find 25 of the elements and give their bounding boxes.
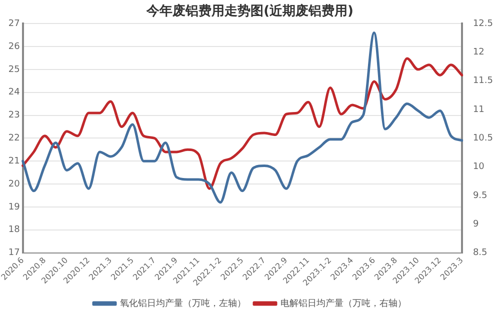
line-series bbox=[22, 32, 464, 204]
line-series bbox=[22, 57, 464, 190]
legend-label: 氧化铝日均产量（万吨，左轴） bbox=[120, 298, 246, 309]
y-tick-label: 17 bbox=[8, 248, 20, 258]
y-tick-label: 21 bbox=[8, 156, 20, 166]
y2-tick-label: 10.5 bbox=[472, 134, 494, 144]
y2-tick-label: 12.5 bbox=[472, 18, 494, 29]
y-tick-label: 24 bbox=[8, 88, 20, 98]
y-tick-label: 27 bbox=[8, 18, 20, 29]
y2-tick-label: 12 bbox=[472, 48, 484, 58]
y2-tick-label: 9.5 bbox=[472, 190, 488, 201]
y2-tick-label: 11.5 bbox=[472, 76, 494, 86]
y2-tick-label: 8.5 bbox=[472, 248, 488, 258]
y-tick-label: 25 bbox=[8, 64, 20, 75]
y-tick-label: 26 bbox=[8, 42, 20, 52]
y-tick-label: 18 bbox=[8, 225, 20, 236]
y-tick-label: 20 bbox=[8, 179, 20, 190]
y-tick-label: 23 bbox=[8, 110, 20, 121]
y2-tick-label: 9 bbox=[472, 219, 479, 230]
y-tick-label: 19 bbox=[8, 202, 20, 212]
legend-label: 电解铝日均产量（万吨，右轴） bbox=[280, 298, 406, 309]
chart-title: 今年废铝费用走势图(近期废铝费用) bbox=[146, 3, 354, 20]
y-tick-label: 22 bbox=[8, 134, 20, 144]
y2-tick-label: 10 bbox=[472, 162, 485, 172]
y2-tick-label: 11 bbox=[472, 104, 484, 115]
